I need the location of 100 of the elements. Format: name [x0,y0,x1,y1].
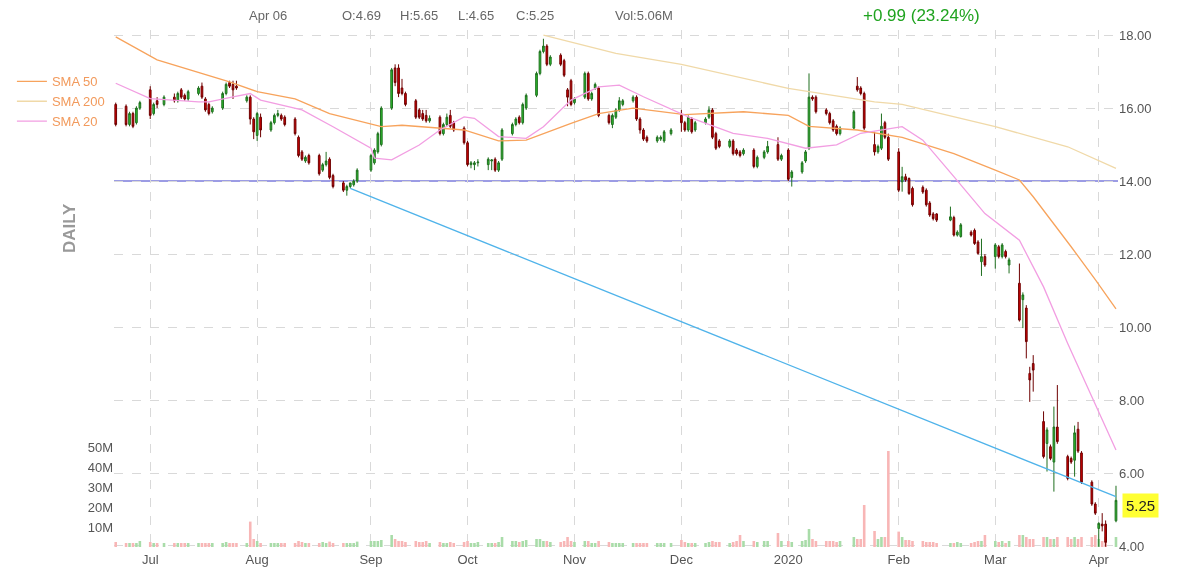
candlestick [473,160,476,171]
bar [273,543,276,547]
candlestick [545,43,549,67]
bar [742,541,745,547]
bar [549,542,552,547]
bar [704,543,707,547]
candlestick [1052,406,1056,493]
candlestick [1045,426,1049,473]
bar [248,521,252,547]
x-tick-label: Feb [887,552,910,567]
bar [466,541,469,547]
candlestick [980,238,983,277]
candlestick [935,212,938,223]
candlestick [176,91,180,104]
bar [621,543,625,547]
legend-label: SMA 50 [51,74,98,90]
candlestick [873,131,876,157]
candlestick [897,147,901,193]
bar [835,542,838,547]
bar [880,537,883,547]
text: Apr 06 [249,8,288,23]
bar [780,541,783,547]
bar [152,543,155,547]
candlestick [155,96,159,109]
candlestick [1018,263,1021,323]
candlestick [304,155,307,164]
text: DAILY [59,202,79,253]
text: 5.25 [1126,497,1156,514]
candlestick [669,127,673,136]
candlestick [852,109,856,131]
candlestick [1021,291,1025,329]
candlestick [680,109,683,133]
bar [1056,537,1059,547]
bar [828,541,831,547]
candlestick [493,156,497,173]
candlestick [993,242,997,270]
y-tick-label: 14.00 [1119,173,1152,189]
bar [1073,537,1076,547]
candlestick [728,138,732,149]
bar [486,543,490,547]
candlestick [738,149,742,158]
candlestick [255,111,259,142]
candlestick [500,127,504,162]
x-tick-label: Dec [669,552,694,567]
bar [542,541,545,547]
candlestick [569,78,573,107]
candlestick [1024,304,1028,359]
bar [573,542,576,547]
bar [718,542,721,547]
y-tick-label: 8.00 [1119,392,1145,408]
bar [711,541,714,547]
bar [148,542,152,547]
candlestick [135,105,138,126]
candlestick [293,116,297,136]
candlestick [424,109,428,124]
candlestick [631,94,635,104]
bar [173,543,176,547]
bar [904,540,907,547]
candlestick [355,167,359,184]
y2-tick-label: 40M [87,459,113,475]
bar [397,541,400,547]
bar [511,541,514,547]
candlestick [790,169,794,188]
candlestick [693,120,697,133]
candlestick [186,89,190,102]
bar [183,543,186,547]
bar [973,542,976,547]
candlestick [855,76,859,93]
candlestick [780,153,783,162]
text: C:5.25 [516,8,555,23]
candlestick [807,72,811,151]
bar [373,541,376,547]
bar [935,543,938,547]
bar [566,537,569,547]
x-tick-label: Jul [141,552,159,567]
bar [1066,537,1069,547]
y-tick-label: 4.00 [1119,538,1145,554]
bar [856,539,859,547]
candlestick [742,147,745,157]
candlestick [983,253,987,268]
candlestick [183,92,187,102]
candlestick [283,114,287,127]
candlestick [152,102,156,116]
bar [680,540,683,547]
candlestick [607,113,611,126]
candlestick [548,54,552,67]
candlestick [1073,425,1076,478]
bar [390,535,393,547]
bar [597,541,600,547]
legend-label: SMA 20 [51,114,98,130]
bar [259,543,262,547]
candlestick [245,94,249,104]
bar [297,541,300,547]
y2-tick-label: 20M [87,499,113,515]
candlestick [428,114,431,124]
x-tick-label: Aug [245,552,269,567]
candlestick [959,222,963,239]
candlestick [1007,257,1011,274]
bar [887,451,890,547]
y-tick-label: 6.00 [1119,465,1145,481]
